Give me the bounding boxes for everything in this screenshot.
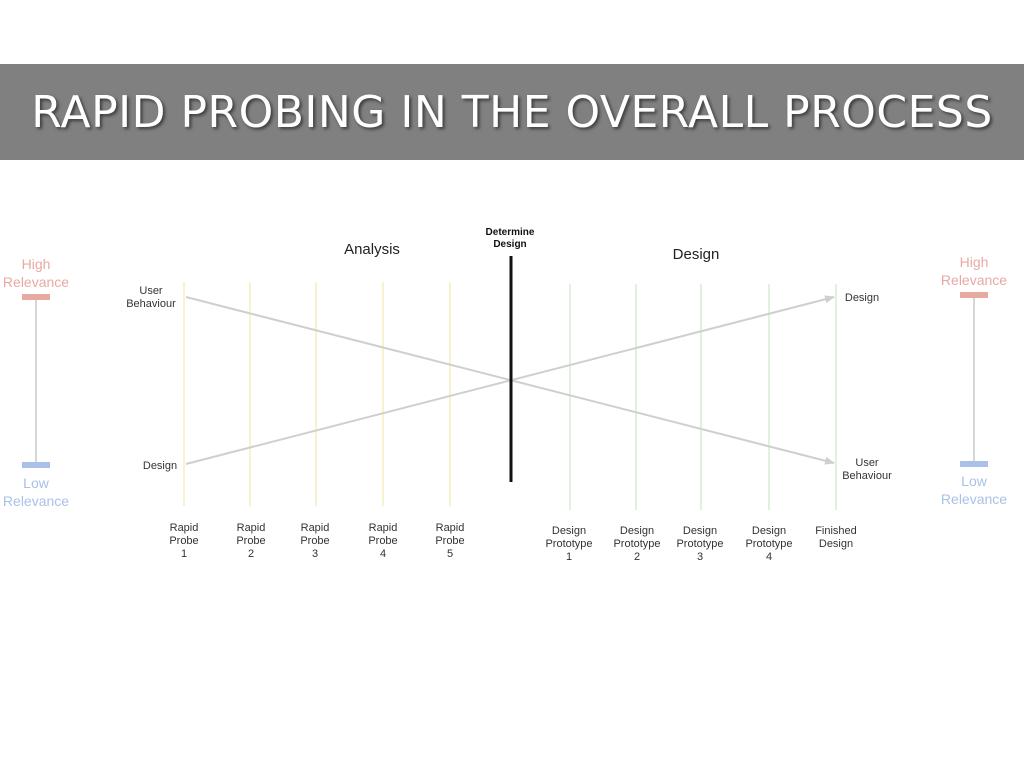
prototype-lines bbox=[569, 284, 837, 510]
prototype-3-label-line1: Design bbox=[683, 525, 717, 537]
probe-1-label-line1: Rapid bbox=[170, 522, 199, 534]
prototype-2-label-line2: Prototype bbox=[613, 538, 660, 550]
probe-3-label-line2: Probe bbox=[300, 535, 329, 547]
prototype-1-label-line3: 1 bbox=[566, 551, 572, 563]
prototype-4-label-line2: Prototype bbox=[745, 538, 792, 550]
finished-design-label-line1: Finished bbox=[815, 525, 857, 537]
right-low-label-line2: Relevance bbox=[941, 491, 1007, 507]
probe-2-label-line3: 2 bbox=[248, 548, 254, 560]
left-top-label-line1: User bbox=[139, 285, 163, 297]
right-high-label-line1: High bbox=[960, 254, 989, 270]
analysis-phase-label: Analysis bbox=[344, 241, 400, 258]
left-relevance-scale: High Relevance Low Relevance bbox=[3, 256, 69, 509]
prototype-4-label-line1: Design bbox=[752, 525, 786, 537]
left-top-label-line2: Behaviour bbox=[126, 298, 176, 310]
divider-label-line2: Design bbox=[493, 239, 526, 250]
prototype-3-label-line3: 3 bbox=[697, 551, 703, 563]
prototype-4-label-line3: 4 bbox=[766, 551, 772, 563]
probe-4-label-line3: 4 bbox=[380, 548, 386, 560]
right-top-label: Design bbox=[845, 292, 879, 304]
left-high-label-line2: Relevance bbox=[3, 274, 69, 290]
probe-lines bbox=[183, 282, 451, 506]
probe-4-label-line2: Probe bbox=[368, 535, 397, 547]
left-high-label-line1: High bbox=[22, 256, 51, 272]
right-high-marker bbox=[960, 292, 988, 298]
prototype-1-label-line1: Design bbox=[552, 525, 586, 537]
probe-4-label-line1: Rapid bbox=[369, 522, 398, 534]
probe-3-label-line3: 3 bbox=[312, 548, 318, 560]
right-low-label-line1: Low bbox=[961, 473, 988, 489]
left-high-marker bbox=[22, 294, 50, 300]
prototype-3-label-line2: Prototype bbox=[676, 538, 723, 550]
left-low-marker bbox=[22, 462, 50, 468]
right-high-label-line2: Relevance bbox=[941, 272, 1007, 288]
probe-5-label-line2: Probe bbox=[435, 535, 464, 547]
right-bottom-label-line2: Behaviour bbox=[842, 470, 892, 482]
divider-label-line1: Determine bbox=[486, 227, 535, 238]
left-low-label-line2: Relevance bbox=[3, 493, 69, 509]
design-phase-label: Design bbox=[673, 246, 720, 263]
prototype-2-label-line1: Design bbox=[620, 525, 654, 537]
prototype-2-label-line3: 2 bbox=[634, 551, 640, 563]
prototype-labels: Design Prototype 1 Design Prototype 2 De… bbox=[545, 525, 856, 563]
probe-5-label-line1: Rapid bbox=[436, 522, 465, 534]
probe-3-label-line1: Rapid bbox=[301, 522, 330, 534]
probe-2-label-line1: Rapid bbox=[237, 522, 266, 534]
finished-design-label-line2: Design bbox=[819, 538, 853, 550]
left-low-label-line1: Low bbox=[23, 475, 50, 491]
probe-labels: Rapid Probe 1 Rapid Probe 2 Rapid Probe … bbox=[169, 522, 464, 560]
probe-2-label-line2: Probe bbox=[236, 535, 265, 547]
right-bottom-label-line1: User bbox=[855, 457, 879, 469]
probe-1-label-line3: 1 bbox=[181, 548, 187, 560]
title-bar: RAPID PROBING IN THE OVERALL PROCESS bbox=[0, 64, 1024, 160]
page-title: RAPID PROBING IN THE OVERALL PROCESS bbox=[31, 86, 993, 138]
prototype-1-label-line2: Prototype bbox=[545, 538, 592, 550]
right-relevance-scale: High Relevance Low Relevance bbox=[941, 254, 1007, 507]
probe-1-label-line2: Probe bbox=[169, 535, 198, 547]
probe-5-label-line3: 5 bbox=[447, 548, 453, 560]
right-low-marker bbox=[960, 461, 988, 467]
left-bottom-label: Design bbox=[143, 460, 177, 472]
